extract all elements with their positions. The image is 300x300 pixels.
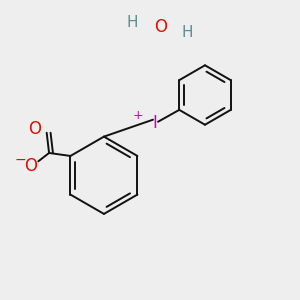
Text: O: O: [28, 120, 41, 138]
Text: O: O: [154, 18, 167, 36]
Text: −: −: [15, 153, 26, 167]
Text: +: +: [133, 109, 143, 122]
Text: H: H: [182, 25, 193, 40]
Text: I: I: [152, 114, 157, 132]
Text: H: H: [126, 15, 138, 30]
Text: O: O: [24, 157, 37, 175]
